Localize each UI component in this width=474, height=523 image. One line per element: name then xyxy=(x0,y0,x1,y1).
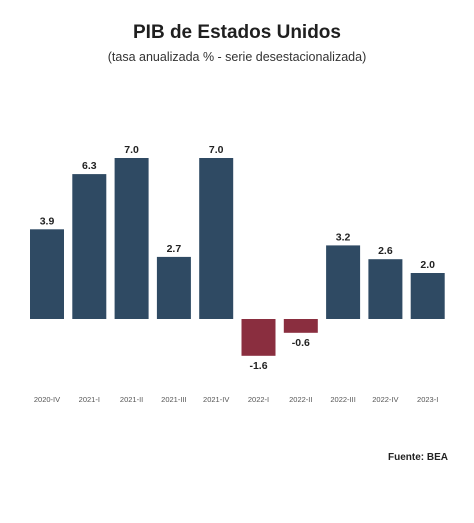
bar-2022-IV xyxy=(368,259,403,319)
chart-subtitle: (tasa anualizada % - serie desestacional… xyxy=(107,50,367,64)
x-tick-label-2021-II: 2021-II xyxy=(120,395,143,404)
data-label-2021-II: 7.0 xyxy=(124,144,139,156)
bar-2023-I xyxy=(410,273,445,319)
x-tick-label-2021-III: 2021-III xyxy=(161,395,186,404)
x-tick-label-2022-IV: 2022-IV xyxy=(372,395,398,404)
bar-2021-II xyxy=(114,158,149,319)
bar-2022-II xyxy=(283,319,318,333)
data-label-2023-I: 2.0 xyxy=(420,259,435,271)
x-tick-label-2023-I: 2023-I xyxy=(417,395,438,404)
data-label-2021-IV: 7.0 xyxy=(209,144,224,156)
bar-2021-III xyxy=(156,256,191,319)
data-label-2022-III: 3.2 xyxy=(336,231,351,243)
source-note: Fuente: BEA xyxy=(388,452,448,463)
x-tick-label-2022-III: 2022-III xyxy=(330,395,355,404)
data-label-2022-IV: 2.6 xyxy=(378,245,393,257)
bar-2021-IV xyxy=(199,158,234,319)
chart-title: PIB de Estados Unidos xyxy=(133,22,341,43)
x-tick-label-2021-IV: 2021-IV xyxy=(203,395,229,404)
data-label-2021-III: 2.7 xyxy=(167,243,182,255)
bar-2020-IV xyxy=(30,229,64,319)
data-label-2022-II: -0.6 xyxy=(292,337,310,349)
x-tick-label-2022-II: 2022-II xyxy=(289,395,312,404)
data-label-2021-I: 6.3 xyxy=(82,160,97,172)
x-tick-label-2021-I: 2021-I xyxy=(79,395,100,404)
x-tick-label-2020-IV: 2020-IV xyxy=(34,395,60,404)
bar-2021-I xyxy=(72,174,107,319)
data-label-2020-IV: 3.9 xyxy=(40,215,55,227)
bar-2022-III xyxy=(326,245,361,319)
x-tick-label-2022-I: 2022-I xyxy=(248,395,269,404)
data-label-2022-I: -1.6 xyxy=(249,360,267,372)
bar-2022-I xyxy=(241,319,276,356)
